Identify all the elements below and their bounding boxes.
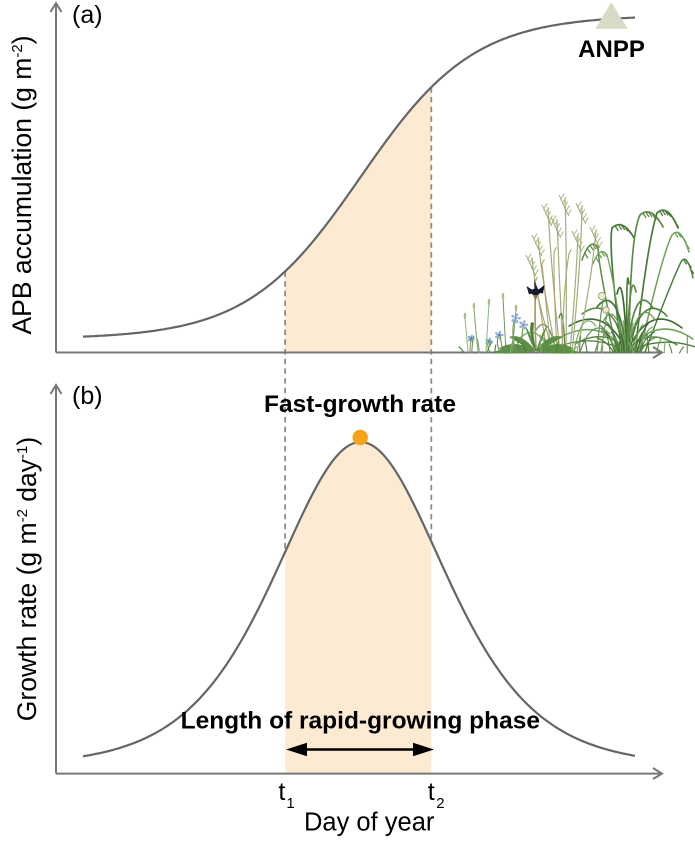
svg-text:Growth rate (g m-2 day-1): Growth rate (g m-2 day-1) — [12, 437, 42, 721]
svg-text:Length of rapid-growing phase: Length of rapid-growing phase — [181, 708, 540, 735]
svg-text:(a): (a) — [72, 1, 103, 29]
svg-text:APB accumulation (g m-2): APB accumulation (g m-2) — [7, 35, 37, 334]
svg-text:(b): (b) — [72, 382, 103, 410]
svg-text:Fast-growth rate: Fast-growth rate — [264, 391, 456, 418]
svg-text:Day of year: Day of year — [304, 808, 435, 836]
svg-text:ANPP: ANPP — [578, 36, 645, 63]
